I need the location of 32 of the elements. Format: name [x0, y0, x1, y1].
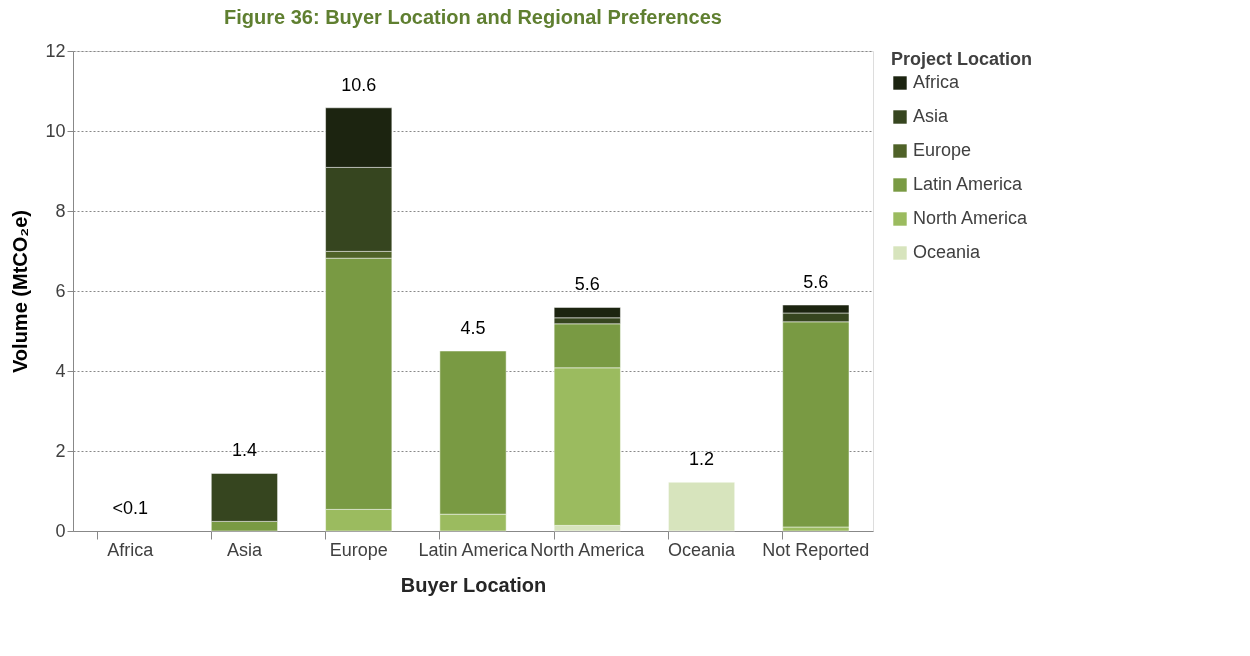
text: <0.1	[112, 498, 148, 518]
legend-label: Latin America	[913, 174, 1024, 194]
y-tick-label: 0	[55, 520, 66, 541]
bar	[668, 481, 735, 532]
total-label: 5.6	[574, 274, 600, 295]
x-tick-label: Latin America	[418, 539, 529, 560]
legend-label: Europe	[913, 140, 972, 160]
x-tick-label: Not Reported	[762, 539, 870, 560]
legend-label: North America	[913, 208, 1029, 228]
legend-title: Project Location	[891, 49, 1033, 69]
x-tick-label: Asia	[226, 539, 263, 560]
total-label: 1.4	[231, 440, 257, 461]
legend-label: Oceania	[913, 242, 982, 262]
x-tick-label: Africa	[107, 539, 155, 560]
x-tick-label: Oceania	[668, 539, 737, 560]
y-axis-title: Volume (MtCO₂e)	[9, 210, 32, 373]
y-tick-label: 12	[45, 40, 66, 61]
total-label: 5.6	[803, 272, 829, 292]
x-tick-label: Europe	[329, 539, 388, 560]
total-label: 1.2	[689, 449, 715, 470]
y-tick-label: 8	[55, 200, 66, 221]
x-axis-title: Buyer Location	[400, 573, 547, 596]
x-tick-label: North America	[530, 539, 646, 560]
total-label: 10.6	[341, 74, 377, 95]
legend-label: Asia	[913, 106, 949, 126]
y-tick-label: 10	[45, 120, 66, 141]
y-tick-label: 4	[55, 360, 66, 381]
total-label: 4.5	[460, 318, 486, 338]
y-tick-label: 2	[55, 440, 66, 461]
legend-label: Africa	[913, 72, 960, 92]
chart-title: Figure 36: Buyer Location and Regional Preferences	[224, 6, 722, 28]
y-tick-label: 6	[55, 280, 66, 301]
